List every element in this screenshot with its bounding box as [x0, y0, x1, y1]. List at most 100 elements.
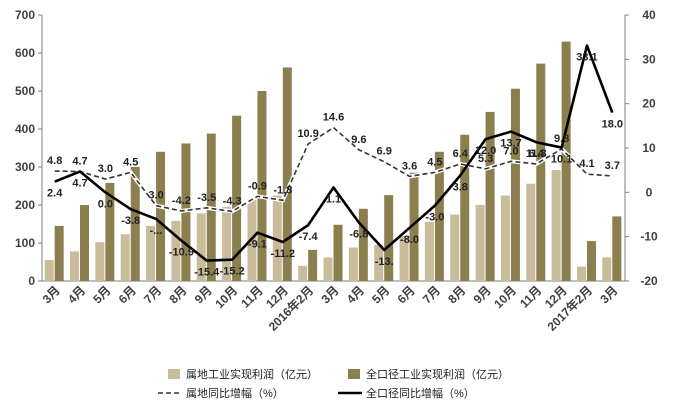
- bar-total: [586, 241, 596, 281]
- bar-local: [424, 222, 434, 281]
- x-tick-label: 4月: [65, 283, 88, 306]
- local-growth-label: 6.4: [453, 148, 469, 160]
- bar-local: [602, 257, 612, 281]
- legend-swatch: [348, 369, 360, 379]
- bar-local: [146, 225, 156, 281]
- total-growth-label: -13.: [375, 256, 394, 268]
- line-total-growth: [54, 44, 614, 262]
- x-tick-label: 9月: [471, 283, 494, 306]
- x-tick-label: 3月: [40, 283, 63, 306]
- bar-local: [298, 265, 308, 281]
- local-growth-label: 3.0: [98, 163, 113, 175]
- left-tick-label: 100: [15, 236, 35, 250]
- bar-local: [399, 236, 409, 281]
- total-growth-label: 12.0: [475, 145, 496, 157]
- bar-total: [561, 41, 571, 281]
- x-tick-label: 5月: [90, 283, 113, 306]
- x-tick-label: 9月: [192, 283, 215, 306]
- local-growth-label: 4.1: [579, 158, 594, 170]
- bar-local: [196, 213, 206, 281]
- left-tick-label: 600: [15, 46, 35, 60]
- left-tick-label: 700: [15, 8, 35, 22]
- total-growth-label: -15.4: [194, 267, 220, 279]
- x-tick-label: 11月: [238, 283, 265, 310]
- total-growth-label: 3.8: [453, 181, 468, 193]
- bar-total: [460, 134, 470, 281]
- total-growth-label: -3.0: [425, 212, 444, 224]
- local-growth-label: -4.3: [223, 195, 242, 207]
- bar-total: [358, 208, 368, 281]
- right-tick-label: -20: [640, 274, 658, 288]
- bar-total: [308, 249, 318, 281]
- line-local-growth: [54, 126, 613, 213]
- right-tick-label: -10: [640, 230, 658, 244]
- total-growth-label: -8.0: [400, 234, 419, 246]
- bar-total: [257, 91, 267, 281]
- legend-label: 全口径同比增幅（%）: [366, 386, 475, 400]
- bar-total: [485, 111, 495, 282]
- x-tick-label: 7月: [420, 283, 443, 306]
- legend-label: 属地同比增幅（%）: [186, 386, 284, 400]
- total-growth-label: -...: [150, 225, 163, 237]
- local-growth-label: 3.7: [605, 160, 620, 172]
- bar-total: [510, 88, 520, 281]
- bar-total: [409, 172, 419, 281]
- total-growth-label: -15.2: [220, 266, 245, 278]
- right-tick-label: 40: [642, 8, 656, 22]
- bar-local: [576, 266, 586, 281]
- local-growth-label: 3.0: [148, 190, 163, 202]
- left-tick-label: 400: [15, 122, 35, 136]
- x-tick-label: 8月: [445, 283, 468, 306]
- legend-swatch: [168, 369, 180, 379]
- bar-local: [171, 220, 181, 281]
- bar-local: [475, 205, 485, 281]
- bar-total: [232, 115, 242, 281]
- bar-local: [374, 244, 384, 281]
- bar-total: [80, 205, 90, 281]
- total-growth-label: -3.8: [121, 215, 140, 227]
- x-tick-label: 6月: [116, 283, 139, 306]
- local-growth-label: 3.6: [402, 160, 417, 172]
- right-tick-label: 20: [642, 97, 656, 111]
- total-growth-label: 0.0: [98, 198, 113, 210]
- x-tick-label: 8月: [166, 283, 189, 306]
- left-tick-label: 500: [15, 84, 35, 98]
- local-growth-label: 7.0: [503, 145, 518, 157]
- left-tick-label: 300: [15, 160, 35, 174]
- local-growth-label: 9.6: [351, 134, 366, 146]
- total-growth-label: 11.3: [526, 148, 547, 160]
- bar-local: [95, 242, 105, 281]
- local-growth-label: 5.3: [478, 153, 493, 165]
- bar-total: [536, 63, 546, 281]
- bar-total: [105, 182, 115, 281]
- local-growth-label: 4.8: [47, 155, 62, 167]
- right-tick-label: 30: [642, 52, 656, 66]
- total-growth-label: 1.1: [326, 193, 341, 205]
- x-tick-label: 10月: [491, 283, 519, 311]
- right-tick-label: 0: [646, 185, 653, 199]
- local-growth-label: -4.2: [172, 195, 191, 207]
- x-tick-label: 11月: [517, 283, 544, 310]
- total-growth-label: -6.8: [349, 228, 368, 240]
- bar-total: [434, 151, 444, 281]
- bar-local: [500, 195, 510, 281]
- total-growth-label: 4.7: [72, 177, 87, 189]
- bar-local: [450, 214, 460, 281]
- bar-total: [130, 167, 140, 281]
- total-growth-label: -9.1: [248, 239, 267, 251]
- x-tick-label: 3月: [597, 283, 620, 306]
- bar-local: [323, 257, 333, 281]
- total-growth-label: 10.1: [551, 154, 572, 166]
- x-tick-label: 7月: [141, 283, 164, 306]
- x-tick-label: 6月: [395, 283, 418, 306]
- local-growth-label: -0.9: [248, 180, 267, 192]
- legend-label: 属地工业实现利润（亿元）: [186, 367, 318, 381]
- local-growth-label: 6.4: [529, 148, 545, 160]
- local-growth-label: 14.6: [323, 112, 344, 124]
- x-tick-label: 4月: [344, 283, 367, 306]
- x-tick-label: 5月: [369, 283, 392, 306]
- bar-local: [70, 251, 80, 281]
- total-growth-label: 13.7: [500, 138, 521, 150]
